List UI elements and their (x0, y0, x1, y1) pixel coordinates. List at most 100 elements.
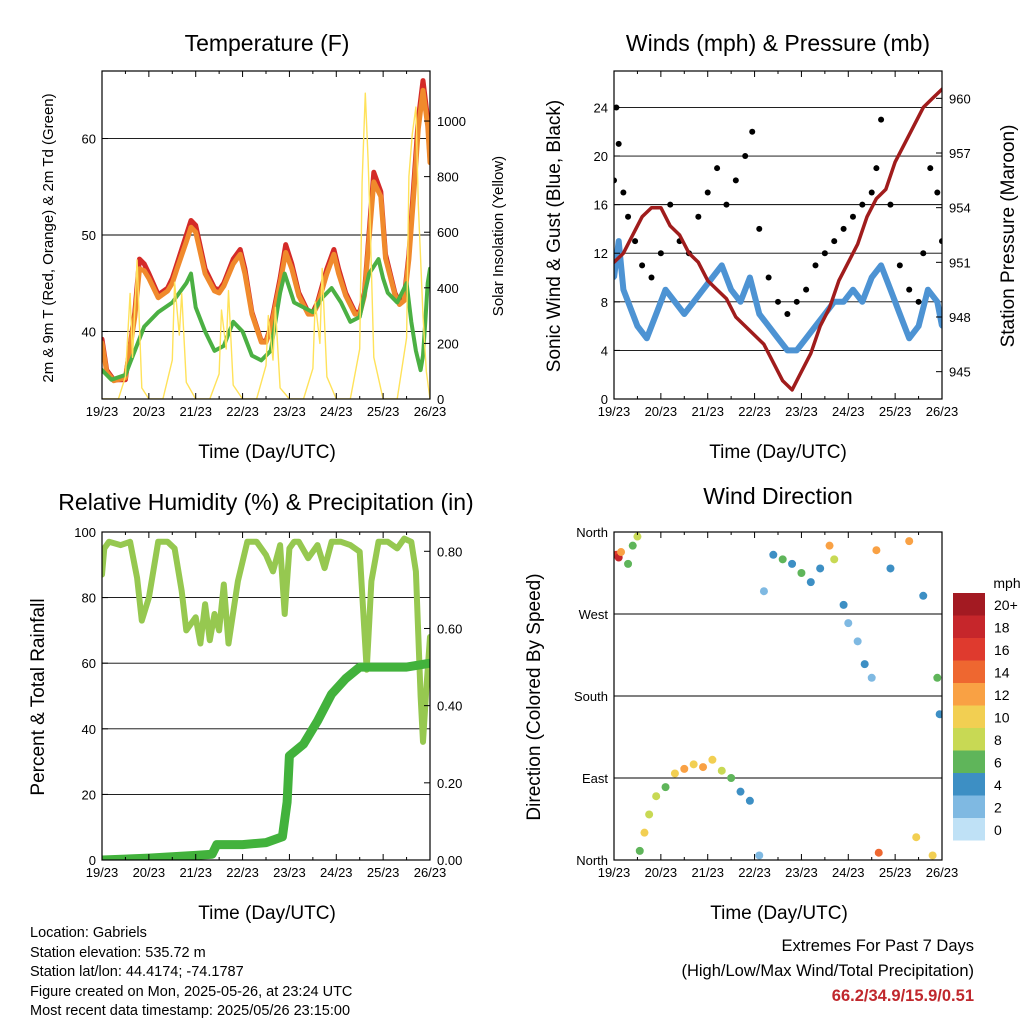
gust-point (732, 177, 739, 184)
x-tick-label: 23/23 (785, 404, 818, 419)
temperature-xlabel: Time (Day/UTC) (198, 442, 336, 463)
sonic-wind-point (719, 262, 725, 268)
direction-point (788, 559, 797, 568)
9m-t-line (102, 87, 430, 384)
x-tick-label: 19/23 (598, 865, 631, 880)
x-tick-label: 22/23 (738, 865, 771, 880)
colorbar-swatch (953, 615, 985, 638)
direction-point (689, 760, 698, 769)
gust-point (906, 286, 913, 293)
y-tick-label: 0 (89, 853, 96, 868)
colorbar-swatch (953, 683, 985, 706)
direction-point (816, 564, 825, 573)
gust-point (939, 238, 942, 245)
x-tick-label: 21/23 (691, 404, 724, 419)
direction-point (797, 569, 806, 577)
x-tick-label: 26/23 (926, 865, 959, 880)
direction-point (745, 796, 754, 805)
temperature-panel: Temperature (F) 2m & 9m T (Red, Orange) … (40, 30, 507, 463)
gust-point (723, 201, 730, 208)
sonic-wind-point (878, 262, 884, 268)
x-tick-label: 20/23 (133, 404, 166, 419)
wind-plot-area: 19/23 20/23 21/23 22/23 23/23 24/23 25/23 26/23… (594, 70, 971, 419)
extremes-values: 66.2/34.9/15.9/0.51 (831, 987, 974, 1005)
y-tick-label: 80 (82, 591, 96, 606)
colorbar-swatch (953, 773, 985, 796)
sonic-wind-point (634, 323, 640, 329)
solar-insolation-line (102, 92, 430, 399)
gust-point (742, 153, 749, 160)
sonic-wind-point (803, 335, 809, 341)
colorbar-swatch (953, 750, 985, 773)
x-tick-label: 20/23 (645, 865, 678, 880)
extremes-subtitle: (High/Low/Max Wind/Total Precipitation) (681, 962, 974, 980)
gust-point (749, 128, 756, 135)
gust-point (695, 213, 702, 220)
sonic-wind-point (709, 275, 715, 281)
direction-panel: Wind Direction Direction (Colored By Spe… (524, 483, 1021, 924)
sonic-wind-point (747, 275, 753, 281)
gust-point (803, 286, 810, 293)
direction-point (635, 846, 644, 855)
y-right-tick-label: 960 (949, 91, 971, 106)
x-tick-label: 22/23 (226, 865, 259, 880)
sonic-wind-point (728, 287, 734, 293)
direction-point (935, 710, 942, 719)
x-tick-label: 26/23 (926, 404, 959, 419)
wind-ylabel-left: Sonic Wind & Gust (Blue, Black) (544, 100, 565, 372)
direction-plot-area: 19/23 20/23 21/23 22/23 23/23 24/23 25/23 26/23… (574, 525, 958, 880)
gust-point (793, 298, 800, 305)
y-right-tick-label: 948 (949, 310, 971, 325)
gust-point (840, 225, 847, 232)
direction-point (806, 578, 815, 587)
y-right-tick-label: 945 (949, 365, 971, 380)
temperature-plot-area: 19/23 20/23 21/23 22/23 23/23 24/23 25/23 26/23… (82, 70, 466, 419)
gust-point (821, 250, 828, 257)
station-elevation: Station elevation: 535.72 m (30, 944, 206, 961)
direction-point (912, 833, 921, 842)
gust-point (859, 201, 866, 208)
colorbar-label: 8 (994, 732, 1002, 748)
colorbar-label: 0 (994, 822, 1002, 838)
colorbar-label: 14 (994, 665, 1010, 681)
sonic-wind-point (784, 347, 790, 353)
sonic-wind-point (897, 311, 903, 317)
sonic-wind-point (616, 238, 622, 244)
direction-xlabel: Time (Day/UTC) (710, 903, 848, 924)
y-tick-label: 16 (594, 198, 608, 213)
y-right-tick-label: 200 (437, 336, 459, 351)
relative-humidity-line (102, 535, 430, 745)
y-right-tick-label: 957 (949, 146, 971, 161)
station-location: Location: Gabriels (30, 925, 147, 941)
sonic-wind-point (925, 287, 931, 293)
direction-point (844, 619, 853, 628)
colorbar-swatch (953, 795, 985, 818)
sonic-wind-point (850, 287, 856, 293)
direction-point (680, 764, 689, 773)
direction-point (736, 787, 745, 796)
x-tick-label: 24/23 (832, 865, 865, 880)
y-tick-label: South (574, 689, 608, 704)
colorbar-swatch (953, 660, 985, 683)
y-right-tick-label: 800 (437, 170, 459, 185)
x-tick-label: 22/23 (738, 404, 771, 419)
direction-ylabel-left: Direction (Colored By Speed) (524, 573, 545, 820)
direction-point (759, 587, 768, 596)
humidity-xlabel: Time (Day/UTC) (198, 903, 336, 924)
direction-point (874, 848, 883, 857)
y-right-tick-label: 0.40 (437, 699, 462, 714)
direction-series-layer (614, 532, 942, 860)
sonic-wind-point (934, 299, 940, 305)
gust-series (614, 104, 942, 317)
gust-point (775, 298, 781, 305)
gust-point (614, 177, 617, 184)
gust-point (849, 213, 856, 220)
x-tick-label: 24/23 (320, 404, 353, 419)
direction-point (886, 564, 895, 573)
wind-ylabel-right: Station Pressure (Maroon) (998, 125, 1019, 348)
x-tick-label: 21/23 (691, 865, 724, 880)
y-right-tick-label: 0.60 (437, 621, 462, 636)
y-right-tick-label: 951 (949, 255, 971, 270)
humidity-ylabel-left: Percent & Total Rainfall (28, 598, 49, 795)
